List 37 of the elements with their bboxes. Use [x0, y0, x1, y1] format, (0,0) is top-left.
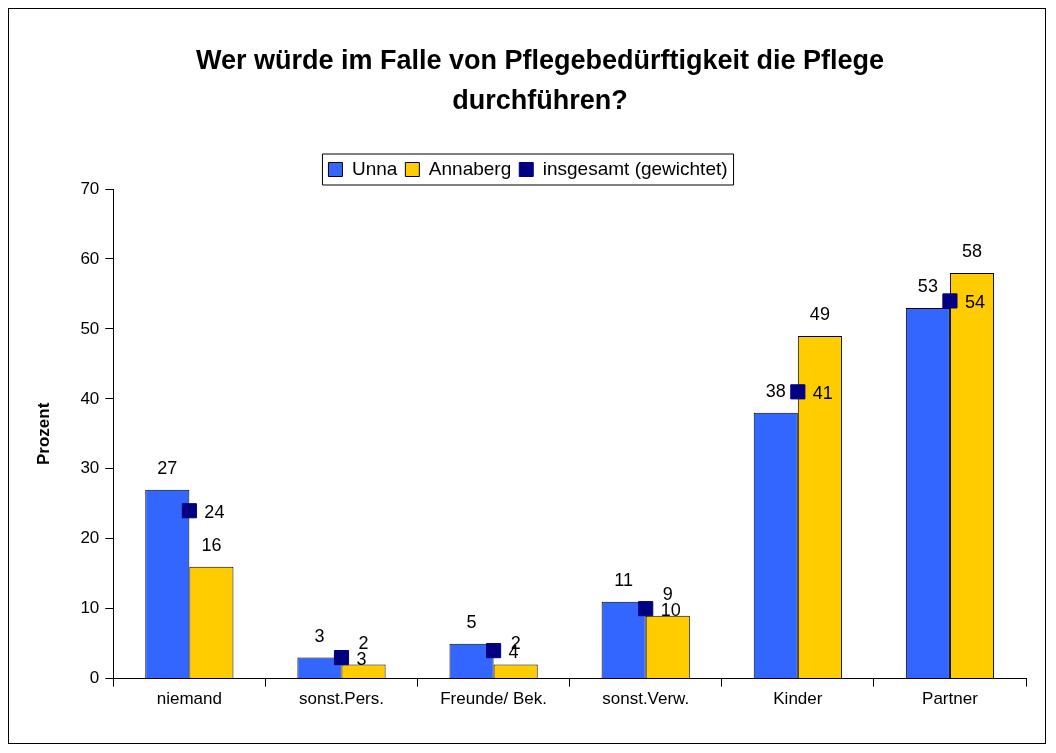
chart-title: Wer würde im Falle von Pflegebedürftigkeit die Pflege durchführen?: [194, 44, 886, 117]
x-tick-label: sonst.Verw.: [602, 689, 690, 709]
data-label: 5: [466, 611, 477, 632]
data-label: 16: [201, 534, 222, 555]
data-label: 38: [765, 380, 786, 401]
y-tick-label: 10: [80, 598, 100, 618]
point: [333, 650, 350, 666]
point: [181, 503, 197, 519]
x-tick-label: Kinder: [773, 689, 823, 709]
x-tick-label: sonst.Pers.: [298, 689, 385, 709]
data-label: 49: [809, 303, 830, 324]
y-tick-label: 20: [80, 528, 100, 548]
data-label: 11: [614, 569, 633, 590]
legend-label: Unna: [351, 157, 398, 179]
data-label: 53: [917, 275, 938, 296]
point: [486, 643, 502, 659]
point: [942, 293, 958, 309]
y-tick-label: 30: [80, 458, 100, 478]
y-axis-title: Prozent: [33, 402, 53, 465]
y-tick-label: 50: [80, 318, 100, 338]
data-label: 3: [314, 625, 325, 646]
x-tick-label: niemand: [156, 689, 222, 709]
data-label: 54: [964, 291, 985, 312]
data-label: 41: [812, 382, 833, 403]
legend-label: insgesamt (gewichtet): [542, 157, 728, 179]
x-tick-label: Partner: [922, 689, 979, 709]
y-tick-label: 40: [80, 388, 100, 408]
data-label: 24: [204, 501, 225, 522]
x-tick-label: Freunde/ Bek.: [440, 689, 547, 709]
data-label: 58: [961, 240, 983, 261]
legend-label: Annaberg: [428, 157, 512, 179]
y-tick-label: 70: [80, 178, 100, 198]
point: [638, 601, 654, 617]
y-tick-label: 60: [80, 248, 100, 268]
point: [790, 384, 806, 400]
data-label: 27: [157, 457, 178, 478]
y-tick-label: 0: [89, 668, 100, 688]
